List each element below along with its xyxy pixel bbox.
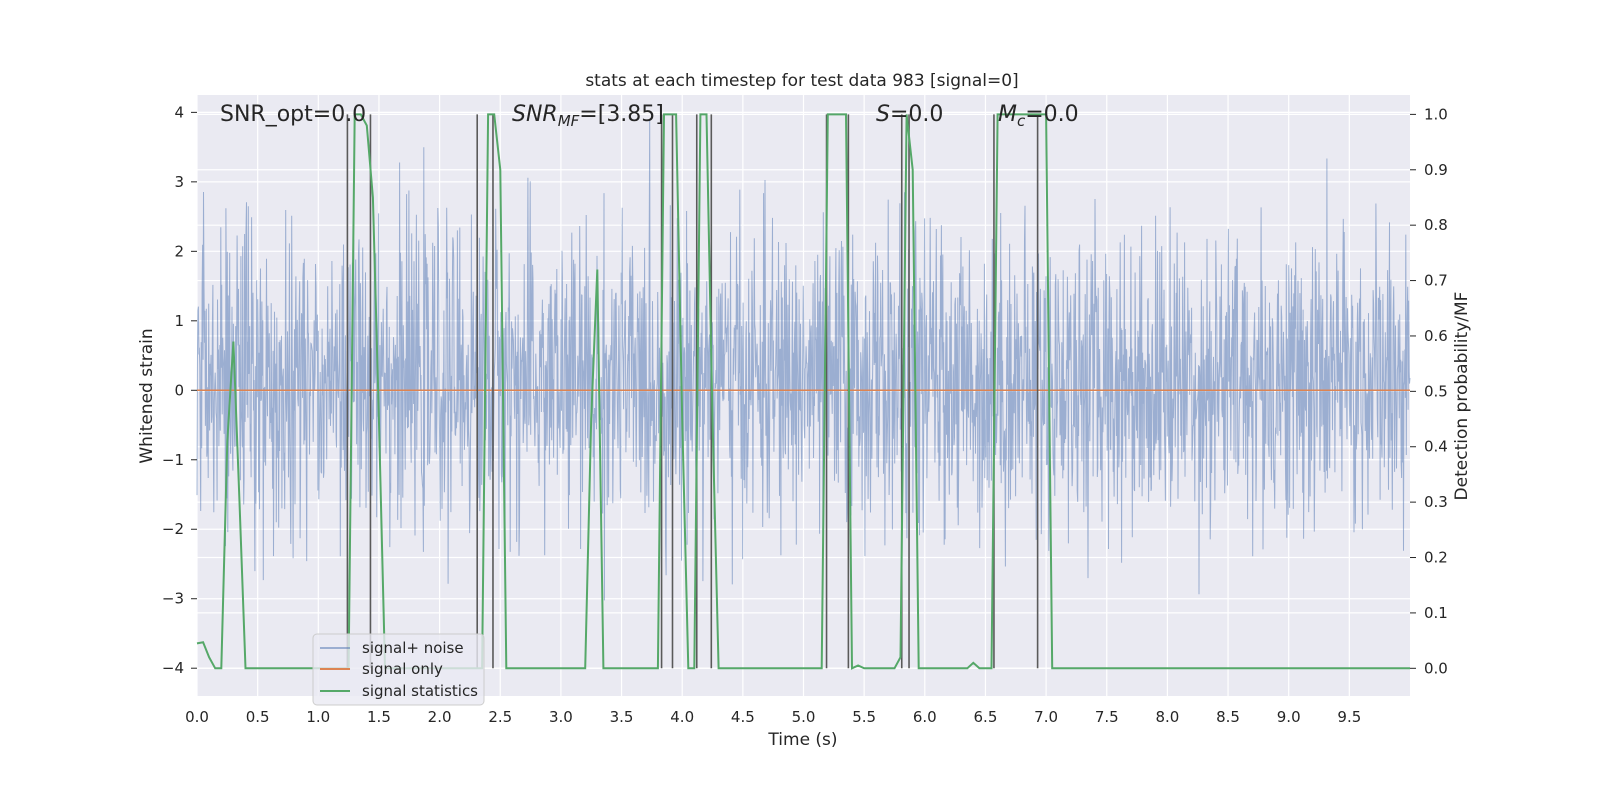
y-right-tick-label: 0.3: [1424, 493, 1448, 511]
x-tick-label: 0.0: [185, 708, 209, 726]
x-tick-label: 2.5: [488, 708, 512, 726]
x-axis-ticks: 0.0 0.5 1.0 1.5 2.0 2.5 3.0 3.5 4.0 4.5 5.0 5.5 6.0 6…: [185, 708, 1361, 726]
y-left-tick-label: 3: [174, 173, 184, 191]
y-left-tick-label: 0: [174, 381, 184, 399]
x-tick-label: 5.5: [852, 708, 876, 726]
x-tick-label: 9.0: [1277, 708, 1301, 726]
y-right-tick-label: 0.7: [1424, 272, 1448, 290]
x-tick-label: 4.0: [670, 708, 694, 726]
y-left-axis-label: Whitened strain: [137, 328, 157, 463]
legend-box: [312, 633, 485, 706]
signal-statistics-series: [196, 113, 1410, 670]
x-tick-label: 8.0: [1155, 708, 1179, 726]
y-right-tick-label: 0.0: [1424, 659, 1448, 677]
y-left-tick-label: −4: [162, 659, 184, 677]
y-right-tick-label: 0.6: [1424, 327, 1448, 345]
annotation-snr-mf: SNRMF=[3.85]: [512, 102, 664, 130]
y-left-tick-label: 1: [174, 312, 184, 330]
x-tick-label: 1.5: [367, 708, 391, 726]
x-tick-label: 3.5: [610, 708, 634, 726]
chart-title: stats at each timestep for test data 983…: [585, 71, 1018, 91]
x-tick-label: 5.0: [792, 708, 816, 726]
y-left-tick-label: −2: [162, 520, 184, 538]
legend-label-signal-statistics: signal statistics: [362, 682, 478, 700]
y-left-tick-label: 2: [174, 242, 184, 260]
y-right-tick-label: 0.4: [1424, 438, 1448, 456]
signal-noise-series: [196, 119, 1411, 601]
y-left-axis-ticks: −4 −3 −2 −1 0 1 2 3 4: [162, 103, 197, 677]
y-left-tick-label: 4: [174, 103, 184, 121]
y-right-axis-ticks: 0.0 0.1 0.2 0.3 0.4 0.5 0.6 0.7 0.8 0.9 1.0: [1410, 105, 1448, 677]
signal-statistics-line: [196, 113, 1410, 670]
x-tick-label: 3.0: [549, 708, 573, 726]
y-right-tick-label: 0.8: [1424, 216, 1448, 234]
annotation-s: S=0.0: [876, 102, 943, 127]
legend: signal+ noise signal only signal statist…: [312, 633, 485, 706]
x-tick-label: 1.0: [306, 708, 330, 726]
legend-label-signal-noise: signal+ noise: [362, 639, 464, 657]
legend-label-signal-only: signal only: [362, 660, 443, 678]
y-left-tick-label: −1: [162, 451, 184, 469]
annotation-mc: Mc=0.0: [998, 102, 1079, 130]
x-tick-label: 6.0: [913, 708, 937, 726]
y-right-tick-label: 0.2: [1424, 549, 1448, 567]
x-tick-label: 2.0: [428, 708, 452, 726]
x-tick-label: 7.5: [1095, 708, 1119, 726]
x-tick-label: 0.5: [246, 708, 270, 726]
x-tick-label: 6.5: [974, 708, 998, 726]
y-right-tick-label: 1.0: [1424, 105, 1448, 123]
y-right-tick-label: 0.9: [1424, 161, 1448, 179]
x-axis-label: Time (s): [767, 730, 837, 750]
signal-noise-line: [196, 119, 1411, 601]
x-tick-label: 7.0: [1034, 708, 1058, 726]
x-tick-label: 9.5: [1337, 708, 1361, 726]
y-right-tick-label: 0.5: [1424, 382, 1448, 400]
y-right-tick-label: 0.1: [1424, 604, 1448, 622]
y-right-axis-label: Detection probability/MF: [1452, 292, 1472, 501]
x-tick-label: 8.5: [1216, 708, 1240, 726]
annotation-snr-opt: SNR_opt=0.0: [220, 102, 366, 127]
y-left-tick-label: −3: [162, 590, 184, 608]
x-tick-label: 4.5: [731, 708, 755, 726]
